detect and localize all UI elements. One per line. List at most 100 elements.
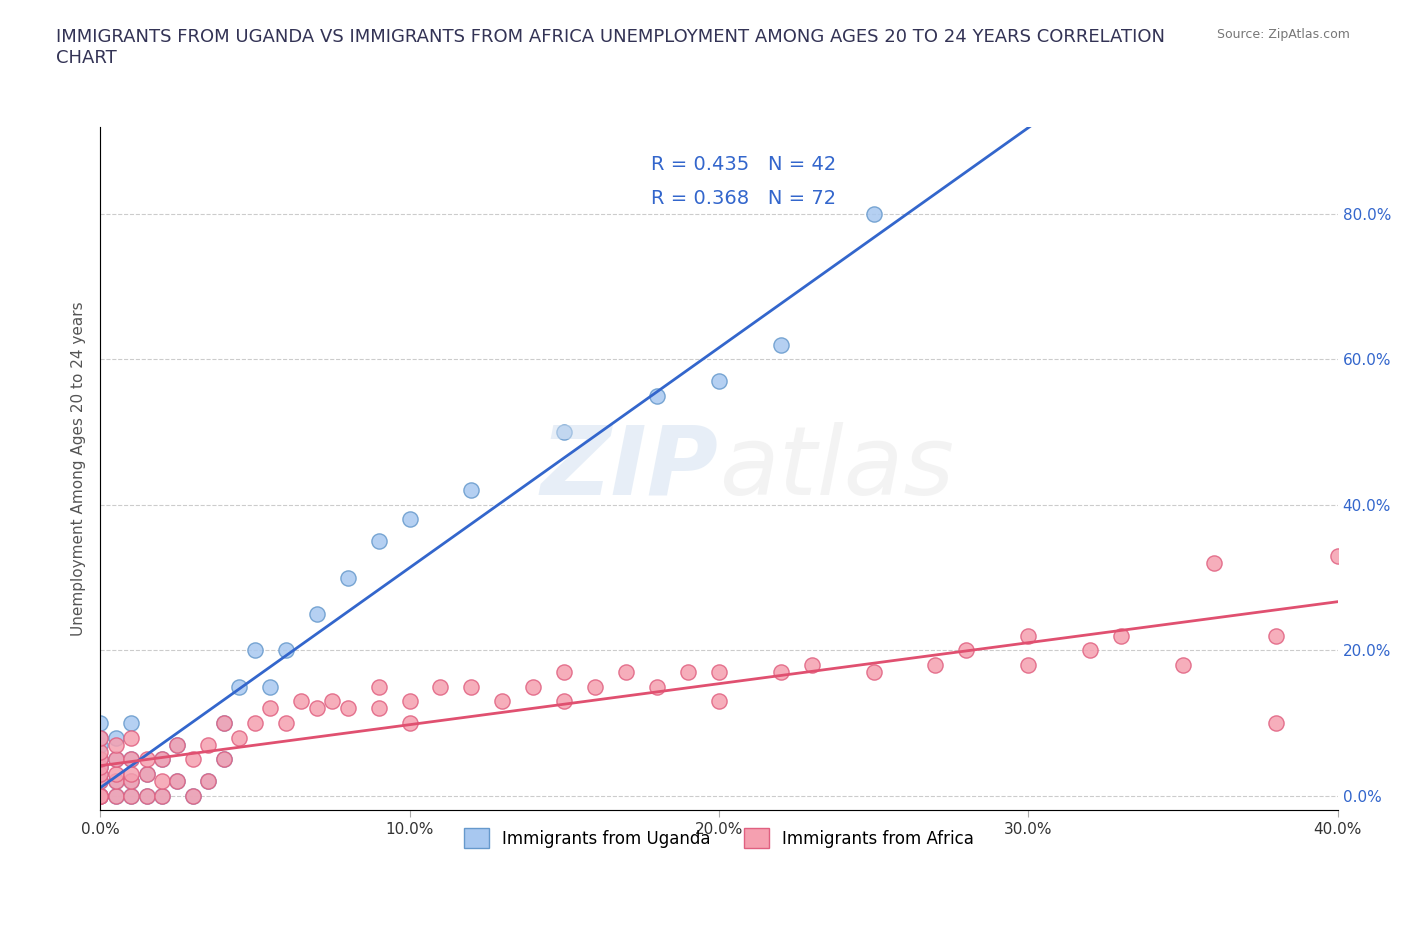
Point [89, 789, 111, 804]
Point [89, 751, 111, 766]
Point [197, 774, 219, 789]
Point [150, 789, 173, 804]
Point [862, 206, 884, 221]
Point [89, 759, 111, 774]
Point [676, 665, 699, 680]
Point [583, 679, 606, 694]
Text: ZIP: ZIP [541, 422, 718, 515]
Point [367, 679, 389, 694]
Point [120, 751, 142, 766]
Point [553, 694, 575, 709]
Point [89, 789, 111, 804]
Point [104, 789, 127, 804]
Point [89, 751, 111, 766]
Point [429, 679, 451, 694]
Point [104, 730, 127, 745]
Point [120, 789, 142, 804]
Point [89, 789, 111, 804]
Point [259, 679, 281, 694]
Point [1017, 658, 1039, 672]
Point [89, 774, 111, 789]
Point [243, 715, 266, 730]
Y-axis label: Unemployment Among Ages 20 to 24 years: Unemployment Among Ages 20 to 24 years [72, 301, 86, 636]
Point [135, 766, 157, 781]
Point [460, 679, 482, 694]
Point [398, 694, 420, 709]
Point [89, 730, 111, 745]
Point [89, 789, 111, 804]
Text: R = 0.435   N = 42: R = 0.435 N = 42 [651, 154, 837, 174]
Point [104, 774, 127, 789]
Point [707, 665, 730, 680]
Point [614, 665, 637, 680]
Point [553, 425, 575, 440]
Point [955, 643, 977, 658]
Point [166, 774, 188, 789]
Text: R = 0.368   N = 72: R = 0.368 N = 72 [651, 189, 837, 208]
Point [228, 679, 250, 694]
Point [104, 774, 127, 789]
Point [197, 737, 219, 752]
Point [104, 766, 127, 781]
Point [336, 701, 359, 716]
Point [89, 789, 111, 804]
Point [89, 789, 111, 804]
Point [89, 730, 111, 745]
Point [1109, 629, 1132, 644]
Point [104, 789, 127, 804]
Text: Source: ZipAtlas.com: Source: ZipAtlas.com [1216, 28, 1350, 41]
Point [707, 694, 730, 709]
Point [120, 774, 142, 789]
Legend: Immigrants from Uganda, Immigrants from Africa: Immigrants from Uganda, Immigrants from … [456, 819, 983, 857]
Point [197, 774, 219, 789]
Point [120, 730, 142, 745]
Point [336, 570, 359, 585]
Point [212, 715, 235, 730]
Point [1264, 715, 1286, 730]
Point [212, 751, 235, 766]
Point [89, 766, 111, 781]
Point [800, 658, 823, 672]
Point [89, 759, 111, 774]
Point [104, 737, 127, 752]
Point [259, 701, 281, 716]
Point [166, 774, 188, 789]
Point [924, 658, 946, 672]
Point [243, 643, 266, 658]
Point [135, 789, 157, 804]
Text: IMMIGRANTS FROM UGANDA VS IMMIGRANTS FROM AFRICA UNEMPLOYMENT AMONG AGES 20 TO 2: IMMIGRANTS FROM UGANDA VS IMMIGRANTS FRO… [56, 28, 1166, 67]
Point [89, 737, 111, 752]
Point [120, 766, 142, 781]
Point [305, 606, 328, 621]
Point [522, 679, 544, 694]
Point [398, 715, 420, 730]
Point [645, 679, 668, 694]
Point [1202, 555, 1225, 570]
Point [181, 789, 204, 804]
Point [769, 665, 792, 680]
Point [290, 694, 312, 709]
Point [135, 751, 157, 766]
Point [1171, 658, 1194, 672]
Point [89, 766, 111, 781]
Point [212, 715, 235, 730]
Point [553, 665, 575, 680]
Point [181, 789, 204, 804]
Point [120, 751, 142, 766]
Point [274, 715, 297, 730]
Point [491, 694, 513, 709]
Point [120, 789, 142, 804]
Point [367, 534, 389, 549]
Point [166, 737, 188, 752]
Point [120, 774, 142, 789]
Point [1078, 643, 1101, 658]
Point [228, 730, 250, 745]
Point [150, 789, 173, 804]
Point [89, 745, 111, 760]
Point [120, 715, 142, 730]
Point [1017, 629, 1039, 644]
Point [707, 374, 730, 389]
Point [1326, 549, 1348, 564]
Point [135, 789, 157, 804]
Point [89, 715, 111, 730]
